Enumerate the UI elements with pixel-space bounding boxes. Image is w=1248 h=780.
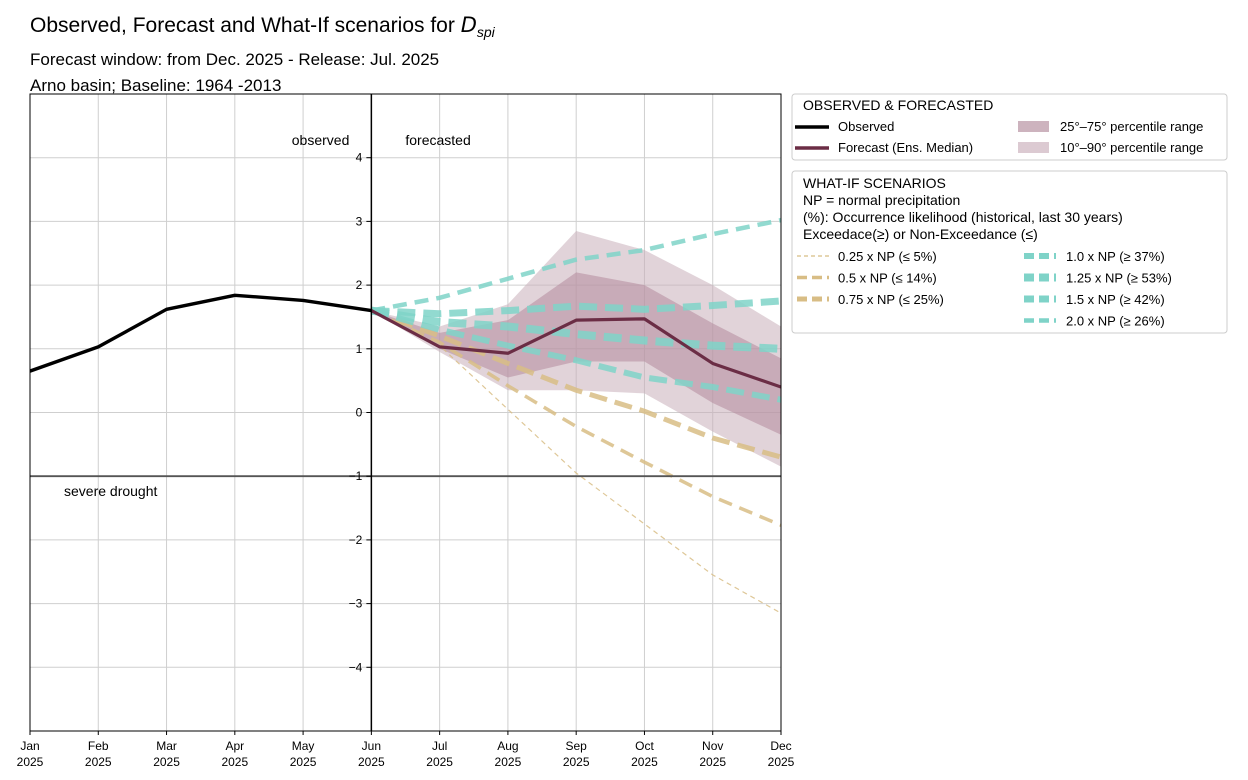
- y-tick-label: −2: [349, 533, 363, 547]
- chart-subtitle-forecast-window: Forecast window: from Dec. 2025 - Releas…: [30, 50, 440, 70]
- x-tick-label-year: 2025: [631, 755, 658, 769]
- plot-frame: [29, 93, 782, 732]
- whatif-lines: [370, 217, 781, 614]
- y-tick-label: 1: [356, 342, 363, 356]
- legend-observed-forecasted-box: [791, 93, 1228, 161]
- x-tick-label-year: 2025: [290, 755, 317, 769]
- annotation-severe-drought: severe drought: [64, 483, 158, 499]
- annotation-forecasted: forecasted: [405, 132, 470, 148]
- x-tick-label-month: Jul: [432, 739, 447, 753]
- legend-whatif-desc-1: NP = normal precipitation: [803, 192, 960, 208]
- legend-whatif-desc-2: (%): Occurrence likelihood (historical, …: [803, 209, 1123, 225]
- y-tick-label: −3: [349, 597, 363, 611]
- chart-title-prefix: Observed, Forecast and What-If scenarios…: [30, 14, 461, 37]
- legend-whatif-label: 0.5 x NP (≤ 14%): [838, 271, 937, 286]
- x-tick-label-month: Apr: [225, 739, 244, 753]
- legend-whatif-label: 2.0 x NP (≥ 26%): [1066, 314, 1165, 329]
- x-tick-label-month: Aug: [497, 739, 518, 753]
- chart-title-variable: D: [460, 13, 477, 37]
- legend-whatif-items: 0.25 x NP (≤ 5%) 0.5 x NP (≤ 14%) 0.75 x N…: [797, 249, 1172, 329]
- x-tick-label-month: Feb: [88, 739, 109, 753]
- y-tick-label: −4: [349, 660, 363, 674]
- grid-lines: [29, 94, 782, 731]
- x-tick-label-year: 2025: [17, 755, 44, 769]
- percentile-bands: [371, 230, 781, 467]
- whatif-line-3: [370, 307, 781, 403]
- whatif-line-6: [370, 217, 781, 313]
- x-tick-label-year: 2025: [221, 755, 248, 769]
- legend-whatif-desc-3: Exceedace(≥) or Non-Exceedance (≤): [803, 226, 1038, 242]
- legend-forecast-median-label: Forecast (Ens. Median): [838, 140, 973, 155]
- legend-observed-label: Observed: [838, 119, 894, 134]
- x-tick-label-month: Sep: [566, 739, 588, 753]
- x-tick-label-year: 2025: [563, 755, 590, 769]
- y-tick-label: 2: [356, 278, 363, 292]
- legend-band-25-75-swatch: [1018, 121, 1049, 132]
- x-tick-label-month: Oct: [635, 739, 654, 753]
- x-tick-label-year: 2025: [495, 755, 522, 769]
- x-tick-label-year: 2025: [358, 755, 385, 769]
- x-tick-label-year: 2025: [426, 755, 453, 769]
- legend-whatif: WHAT-IF SCENARIOS NP = normal precipitat…: [791, 170, 1228, 334]
- legend-whatif-box: [791, 170, 1228, 334]
- legend-whatif-label: 1.5 x NP (≥ 42%): [1066, 292, 1165, 307]
- x-tick-label-month: Dec: [770, 739, 791, 753]
- observed-line: [30, 293, 372, 373]
- x-tick-label-month: Nov: [702, 739, 723, 753]
- annotations: observed forecasted severe drought: [64, 132, 471, 499]
- y-tick-label: −1: [349, 469, 363, 483]
- x-tick-label-year: 2025: [699, 755, 726, 769]
- y-tick-label: 4: [356, 151, 363, 165]
- title-block: Observed, Forecast and What-If scenarios…: [30, 10, 495, 99]
- x-tick-label-month: Mar: [156, 739, 177, 753]
- x-tick-label-year: 2025: [768, 755, 795, 769]
- plot-area: −4 −3 −2 −1 0 1 2 3 4 Jan 2025 Feb 2025 Mar 2025 Apr 20…: [17, 93, 795, 769]
- observed-forecast-lines: [30, 293, 781, 389]
- chart-title: Observed, Forecast and What-If scenarios…: [30, 10, 495, 47]
- y-tick-label: 3: [356, 214, 363, 228]
- x-tick-label-month: May: [292, 739, 315, 753]
- legend-whatif-title: WHAT-IF SCENARIOS: [803, 175, 946, 191]
- chart-title-subscript: spi: [476, 24, 495, 41]
- y-tick-label: 0: [356, 406, 363, 420]
- legend-observed-forecasted-title: OBSERVED & FORECASTED: [803, 97, 993, 113]
- x-axis-ticks: Jan 2025 Feb 2025 Mar 2025 Apr 2025 May 2025 Jun 20…: [17, 731, 795, 769]
- x-tick-label-year: 2025: [153, 755, 180, 769]
- x-tick-label-month: Jan: [20, 739, 39, 753]
- legend-band-25-75-label: 25°–75° percentile range: [1060, 119, 1203, 134]
- chart-subtitle-basin: Arno basin; Baseline: 1964 -2013: [30, 76, 282, 96]
- whatif-line-2: [370, 308, 781, 460]
- annotation-observed: observed: [292, 132, 350, 148]
- x-tick-label-year: 2025: [85, 755, 112, 769]
- legend-whatif-label: 0.25 x NP (≤ 5%): [838, 249, 937, 264]
- legend-whatif-label: 0.75 x NP (≤ 25%): [838, 292, 944, 307]
- forecast-median-line: [370, 309, 781, 389]
- legend-band-10-90-label: 10°–90° percentile range: [1060, 140, 1203, 155]
- whatif-line-1: [370, 308, 781, 527]
- whatif-line-5: [371, 297, 781, 318]
- legend-observed-forecasted: OBSERVED & FORECASTED Observed Forecast …: [791, 93, 1228, 161]
- y-axis-ticks: −4 −3 −2 −1 0 1 2 3 4: [349, 151, 372, 674]
- x-tick-label-month: Jun: [362, 739, 381, 753]
- band-25-75-percentile: [371, 272, 781, 435]
- whatif-line-4: [370, 306, 781, 353]
- legend-band-10-90-swatch: [1018, 142, 1049, 153]
- legend-whatif-label: 1.0 x NP (≥ 37%): [1066, 249, 1165, 264]
- legend-whatif-label: 1.25 x NP (≥ 53%): [1066, 271, 1172, 286]
